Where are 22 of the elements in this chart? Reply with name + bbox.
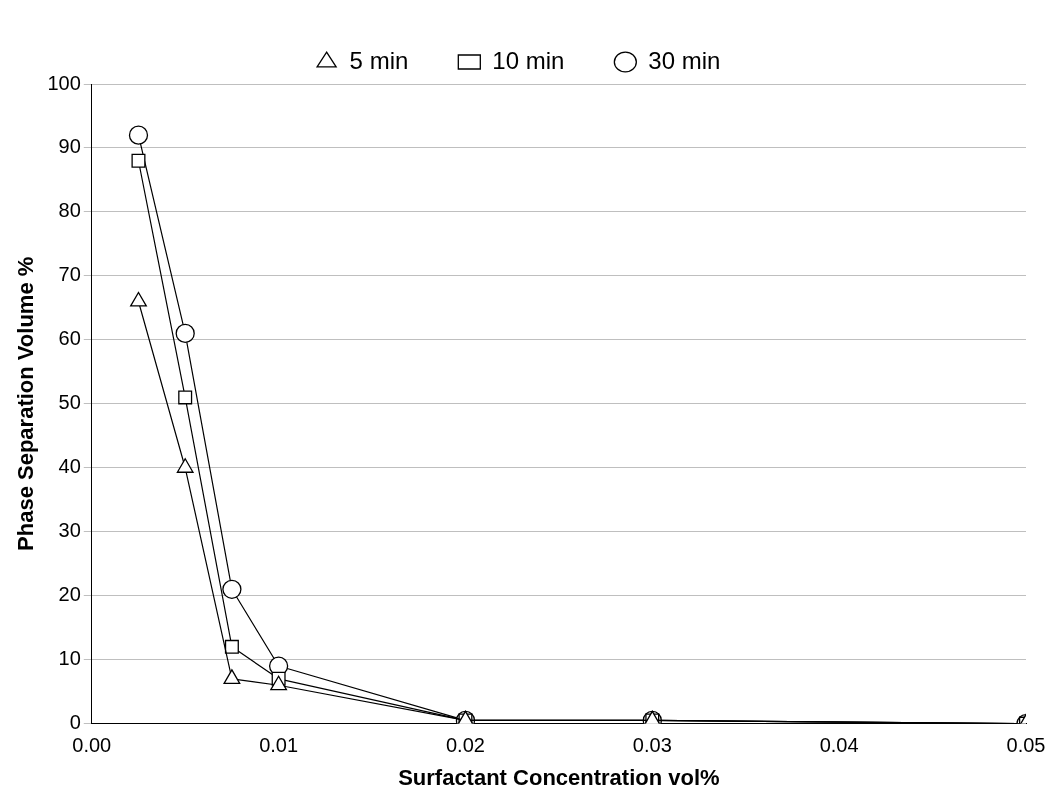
y-tick-label: 100: [47, 71, 81, 94]
y-tick-label: 60: [58, 327, 81, 350]
y-tick-label: 10: [58, 647, 81, 670]
y-tick-label: 90: [58, 135, 81, 158]
legend-label: 10 min: [492, 46, 565, 74]
x-tick-label: 0.01: [259, 734, 299, 757]
x-tick-label: 0.00: [72, 734, 112, 757]
x-tick-label: 0.03: [632, 734, 672, 757]
x-tick-label: 0.02: [445, 734, 485, 757]
y-tick-label: 30: [58, 519, 81, 542]
y-tick-label: 50: [58, 391, 81, 414]
y-tick-label: 80: [58, 199, 81, 222]
y-tick-label: 40: [58, 455, 81, 478]
y-tick-label: 70: [58, 263, 81, 286]
x-axis-title: Surfactant Concentration vol%: [398, 764, 720, 790]
legend-label: 5 min: [349, 46, 409, 74]
legend-label: 30 min: [648, 46, 721, 74]
x-tick-label: 0.04: [819, 734, 859, 757]
y-tick-label: 20: [58, 583, 81, 606]
y-axis-title: Phase Separation Volume %: [13, 256, 39, 551]
y-tick-label: 0: [69, 711, 81, 734]
x-tick-label: 0.05: [1006, 734, 1046, 757]
